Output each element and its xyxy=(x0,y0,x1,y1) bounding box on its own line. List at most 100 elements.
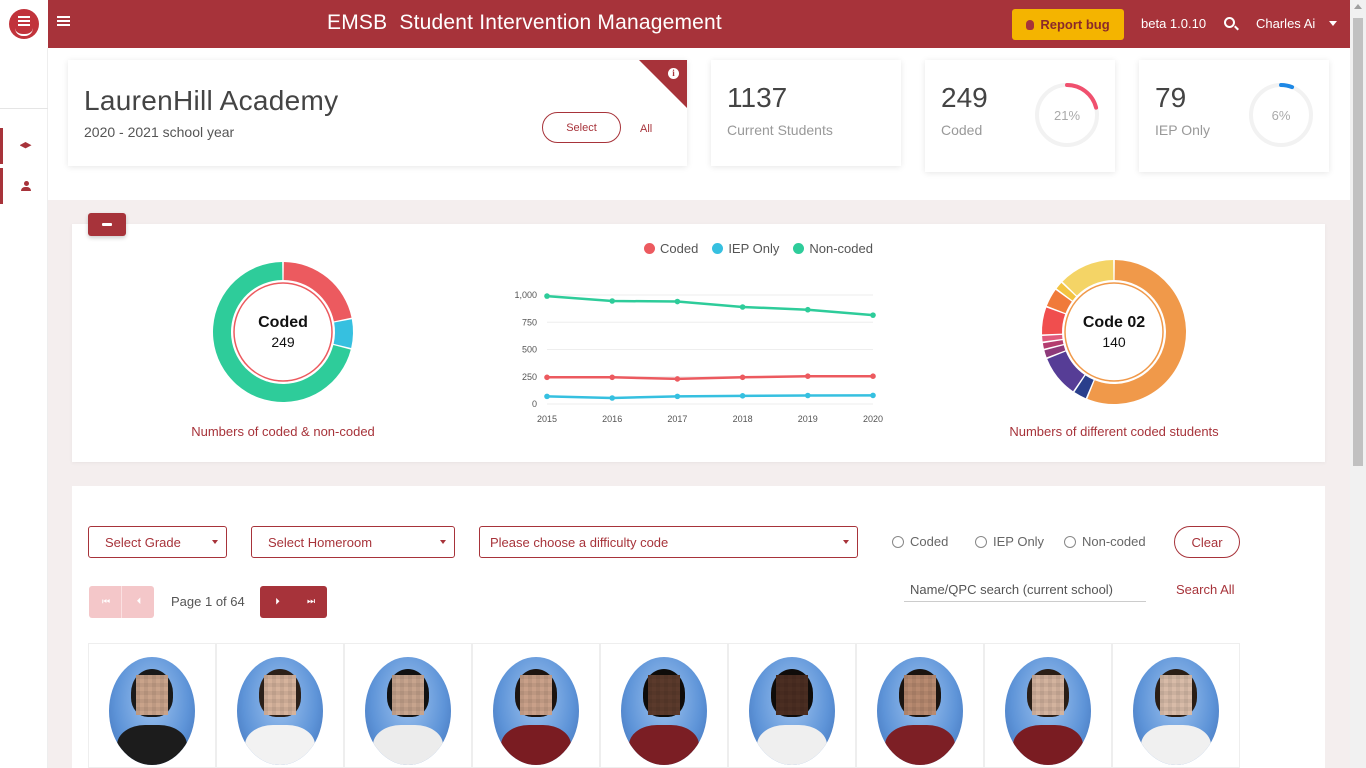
donut-slice[interactable] xyxy=(1044,345,1066,358)
homeroom-select[interactable]: Select Homeroom xyxy=(251,526,455,558)
donut-slice[interactable] xyxy=(283,262,352,322)
sidebar xyxy=(0,48,48,768)
student-photo[interactable] xyxy=(749,657,835,765)
data-point xyxy=(544,293,550,299)
y-tick-label: 250 xyxy=(522,372,537,382)
next-page-button[interactable]: ⏵ xyxy=(260,586,293,618)
app-title: EMSB Student Intervention Management xyxy=(327,11,722,34)
report-bug-button[interactable]: Report bug xyxy=(1012,9,1124,40)
clear-button[interactable]: Clear xyxy=(1174,526,1240,558)
legend-item-noncoded[interactable]: Non-coded xyxy=(793,241,873,256)
student-card[interactable] xyxy=(984,643,1112,768)
donut-slice[interactable] xyxy=(1046,289,1072,314)
data-point xyxy=(609,395,615,401)
search-icon[interactable] xyxy=(1224,17,1235,28)
all-schools-link[interactable]: All xyxy=(640,123,653,135)
coded-percent-ring: 21% xyxy=(1034,82,1100,148)
student-photo[interactable] xyxy=(1133,657,1219,765)
last-page-button[interactable]: ⏭ xyxy=(293,586,327,618)
donut-slice[interactable] xyxy=(1042,334,1063,342)
school-name: LaurenHill Academy xyxy=(84,85,339,116)
donut-slice[interactable] xyxy=(333,319,353,348)
radio-non-coded[interactable]: Non-coded xyxy=(1064,534,1146,549)
stat-label: Coded xyxy=(941,122,983,138)
difficulty-select-value: Please choose a difficulty code xyxy=(490,534,669,550)
caret-down-icon xyxy=(440,540,446,544)
search-all-link[interactable]: Search All xyxy=(1176,582,1235,597)
y-tick-label: 750 xyxy=(522,317,537,327)
caret-down-icon[interactable] xyxy=(1329,21,1337,26)
info-corner[interactable] xyxy=(639,60,687,108)
data-point xyxy=(805,306,811,313)
prev-page-button[interactable]: ⏴ xyxy=(121,586,154,618)
donut-slice[interactable] xyxy=(1047,351,1085,392)
student-photo[interactable] xyxy=(493,657,579,765)
student-photo[interactable] xyxy=(621,657,707,765)
radio-iep-only[interactable]: IEP Only xyxy=(975,534,1044,549)
student-photo[interactable] xyxy=(365,657,451,765)
student-card[interactable] xyxy=(216,643,344,768)
user-menu[interactable]: Charles Ai xyxy=(1256,16,1316,31)
donut-slice[interactable] xyxy=(1042,340,1064,349)
photo-shirt xyxy=(757,725,827,765)
donut-slice[interactable] xyxy=(1074,375,1094,399)
donut-slice[interactable] xyxy=(1087,260,1186,404)
photo-shirt xyxy=(885,725,955,765)
donut-left-caption: Numbers of coded & non-coded xyxy=(191,424,375,439)
trend-line-chart: 0 250 500 750 1,000 2015 2016 2017 2018 2019 2020 xyxy=(514,290,883,424)
scroll-thumb[interactable] xyxy=(1353,18,1363,466)
data-point xyxy=(870,392,876,399)
scroll-up-arrow[interactable] xyxy=(1354,4,1362,9)
student-card[interactable] xyxy=(1112,643,1240,768)
legend-dot xyxy=(644,243,655,254)
pixelated-face xyxy=(136,675,168,715)
data-point xyxy=(870,373,876,380)
name-qpc-search-input[interactable] xyxy=(904,578,1146,602)
collapse-button[interactable] xyxy=(88,213,126,236)
page-scrollbar[interactable] xyxy=(1350,0,1366,768)
radio-circle[interactable] xyxy=(1064,535,1076,548)
photo-shirt xyxy=(117,725,187,765)
sidebar-item-schools[interactable] xyxy=(0,128,48,164)
student-card[interactable] xyxy=(728,643,856,768)
radio-circle[interactable] xyxy=(975,535,987,548)
difficulty-code-select[interactable]: Please choose a difficulty code xyxy=(479,526,858,558)
select-school-button[interactable]: Select xyxy=(542,112,621,143)
radio-circle[interactable] xyxy=(892,535,904,548)
radio-coded[interactable]: Coded xyxy=(892,534,948,549)
student-photo[interactable] xyxy=(109,657,195,765)
donut-slice[interactable] xyxy=(1042,307,1066,335)
school-card: LaurenHill Academy 2020 - 2021 school ye… xyxy=(68,60,687,166)
student-photo[interactable] xyxy=(1005,657,1091,765)
photo-shirt xyxy=(373,725,443,765)
stat-value: 1137 xyxy=(727,82,788,113)
data-point xyxy=(739,393,746,399)
donut-slice[interactable] xyxy=(1056,282,1076,301)
x-tick-label: 2019 xyxy=(798,414,818,424)
photo-shirt xyxy=(501,725,571,765)
student-card[interactable] xyxy=(88,643,216,768)
sidebar-item-users[interactable] xyxy=(0,168,48,204)
pixelated-face xyxy=(904,675,936,715)
grade-select[interactable]: Select Grade xyxy=(88,526,227,558)
student-photo[interactable] xyxy=(237,657,323,765)
legend-item-iep[interactable]: IEP Only xyxy=(712,241,779,256)
graduation-cap-icon xyxy=(19,142,32,149)
student-card[interactable] xyxy=(344,643,472,768)
first-page-button[interactable]: ⏮ xyxy=(89,586,121,618)
photo-shirt xyxy=(245,725,315,765)
student-photo[interactable] xyxy=(877,657,963,765)
data-point xyxy=(870,312,876,318)
student-card[interactable] xyxy=(472,643,600,768)
stat-card-iep: 79 IEP Only 6% xyxy=(1139,60,1329,172)
student-card[interactable] xyxy=(856,643,984,768)
iep-percent: 6% xyxy=(1271,107,1291,123)
legend-item-coded[interactable]: Coded xyxy=(644,241,698,256)
info-icon[interactable]: i xyxy=(668,68,679,79)
menu-icon[interactable] xyxy=(57,16,70,18)
x-tick-label: 2017 xyxy=(667,414,687,424)
app-logo[interactable] xyxy=(0,0,48,48)
donut-slice[interactable] xyxy=(1062,260,1114,296)
student-card[interactable] xyxy=(600,643,728,768)
legend-dot xyxy=(712,243,724,254)
